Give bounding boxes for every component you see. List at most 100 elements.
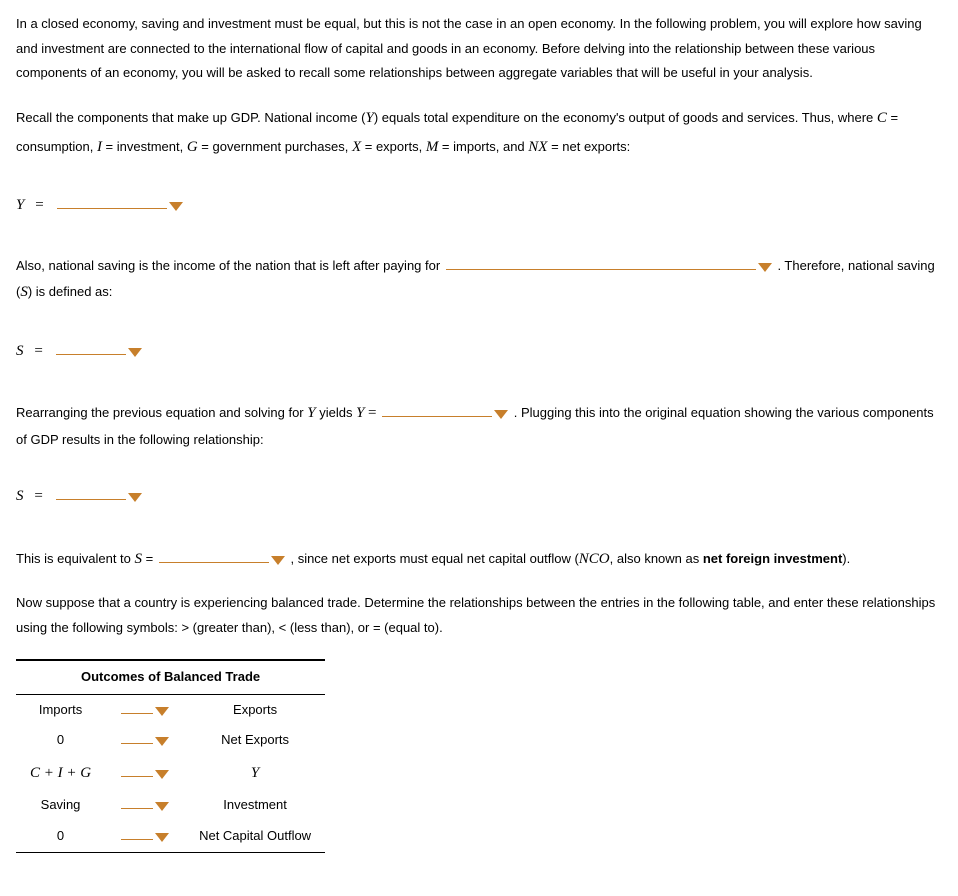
paragraph-rearranging: Rearranging the previous equation and so… [16, 399, 942, 452]
cell-left: 0 [16, 725, 105, 756]
table-row: Imports Exports [16, 694, 325, 725]
cell-right: Net Exports [185, 725, 325, 756]
dropdown-relation[interactable] [121, 793, 169, 818]
text: = [142, 551, 157, 566]
math: Y [251, 765, 259, 781]
var-nx: NX [528, 139, 547, 155]
chevron-down-icon [169, 202, 183, 211]
chevron-down-icon [155, 802, 169, 811]
table-row: Saving Investment [16, 790, 325, 821]
text: = government purchases, [198, 139, 352, 154]
dropdown-line [57, 194, 167, 209]
paragraph-national-saving: Also, national saving is the income of t… [16, 254, 942, 307]
text: = exports, [361, 139, 426, 154]
table-header-row: Outcomes of Balanced Trade [16, 660, 325, 694]
eq-lhs: Y [16, 197, 24, 213]
var-g: G [187, 139, 198, 155]
dropdown-s-relationship[interactable] [56, 484, 142, 509]
cell-dropdown [105, 725, 185, 756]
equals-sign: = [35, 197, 43, 213]
dropdown-line [121, 699, 153, 714]
chevron-down-icon [155, 707, 169, 716]
chevron-down-icon [758, 263, 772, 272]
text: yields [316, 405, 356, 420]
var-y: Y [307, 405, 315, 421]
chevron-down-icon [155, 737, 169, 746]
dropdown-line [56, 485, 126, 500]
dropdown-line [382, 402, 492, 417]
var-s: S [20, 284, 28, 300]
paragraph-equivalent: This is equivalent to S = , since net ex… [16, 545, 942, 574]
dropdown-line [121, 729, 153, 744]
cell-dropdown [105, 821, 185, 852]
dropdown-relation[interactable] [121, 728, 169, 753]
text: ) is defined as: [28, 284, 113, 299]
text: , also known as [610, 551, 703, 566]
cell-dropdown [105, 790, 185, 821]
dropdown-line [121, 794, 153, 809]
text: Also, national saving is the income of t… [16, 258, 444, 273]
cell-dropdown [105, 756, 185, 791]
dropdown-line [159, 548, 269, 563]
dropdown-relation[interactable] [121, 824, 169, 849]
equals-sign: = [34, 343, 42, 359]
cell-left: Imports [16, 694, 105, 725]
text: Recall the components that make up GDP. … [16, 110, 366, 125]
equation-s: S = [16, 337, 942, 366]
eq-lhs: S [16, 343, 24, 359]
dropdown-paying-for[interactable] [446, 254, 772, 279]
cell-right: Net Capital Outflow [185, 821, 325, 852]
text: Rearranging the previous equation and so… [16, 405, 307, 420]
dropdown-line [56, 340, 126, 355]
text: ) equals total expenditure on the econom… [374, 110, 877, 125]
var-y: Y [356, 405, 364, 421]
dropdown-relation[interactable] [121, 698, 169, 723]
chevron-down-icon [271, 556, 285, 565]
dropdown-relation[interactable] [121, 761, 169, 786]
dropdown-equivalent[interactable] [159, 547, 285, 572]
text: This is equivalent to [16, 551, 135, 566]
var-nco: NCO [579, 551, 610, 567]
dropdown-y-yields[interactable] [382, 401, 508, 426]
cell-left: C + I + G [16, 756, 105, 791]
equals-sign: = [368, 405, 376, 421]
table-row: 0 Net Exports [16, 725, 325, 756]
math: C + I + G [30, 765, 91, 781]
cell-right: Exports [185, 694, 325, 725]
table-header: Outcomes of Balanced Trade [16, 660, 325, 694]
text: = net exports: [547, 139, 630, 154]
dropdown-y-equation[interactable] [57, 193, 183, 218]
dropdown-line [446, 255, 756, 270]
text: , since net exports must equal net capit… [290, 551, 578, 566]
dropdown-line [121, 825, 153, 840]
cell-dropdown [105, 694, 185, 725]
paragraph-gdp-components: Recall the components that make up GDP. … [16, 104, 942, 161]
table-row: C + I + G Y [16, 756, 325, 791]
chevron-down-icon [128, 493, 142, 502]
var-m: M [426, 139, 439, 155]
text: ). [842, 551, 850, 566]
var-s: S [135, 551, 143, 567]
equation-y: Y = [16, 191, 942, 220]
var-c: C [877, 110, 887, 126]
nfi-bold: net foreign investment [703, 551, 842, 566]
paragraph-intro: In a closed economy, saving and investme… [16, 12, 942, 86]
dropdown-line [121, 762, 153, 777]
outcomes-table: Outcomes of Balanced Trade Imports Expor… [16, 659, 325, 853]
cell-right: Investment [185, 790, 325, 821]
chevron-down-icon [155, 833, 169, 842]
equals-sign: = [34, 488, 42, 504]
outcomes-table-wrap: Outcomes of Balanced Trade Imports Expor… [16, 659, 942, 853]
cell-right: Y [185, 756, 325, 791]
eq-lhs: S [16, 488, 24, 504]
paragraph-balanced-trade: Now suppose that a country is experienci… [16, 591, 942, 640]
dropdown-s-equation[interactable] [56, 339, 142, 364]
text: = investment, [102, 139, 187, 154]
cell-left: Saving [16, 790, 105, 821]
var-y: Y [366, 110, 374, 126]
text: = imports, and [438, 139, 528, 154]
cell-left: 0 [16, 821, 105, 852]
chevron-down-icon [494, 410, 508, 419]
chevron-down-icon [155, 770, 169, 779]
equation-s-relationship: S = [16, 482, 942, 511]
